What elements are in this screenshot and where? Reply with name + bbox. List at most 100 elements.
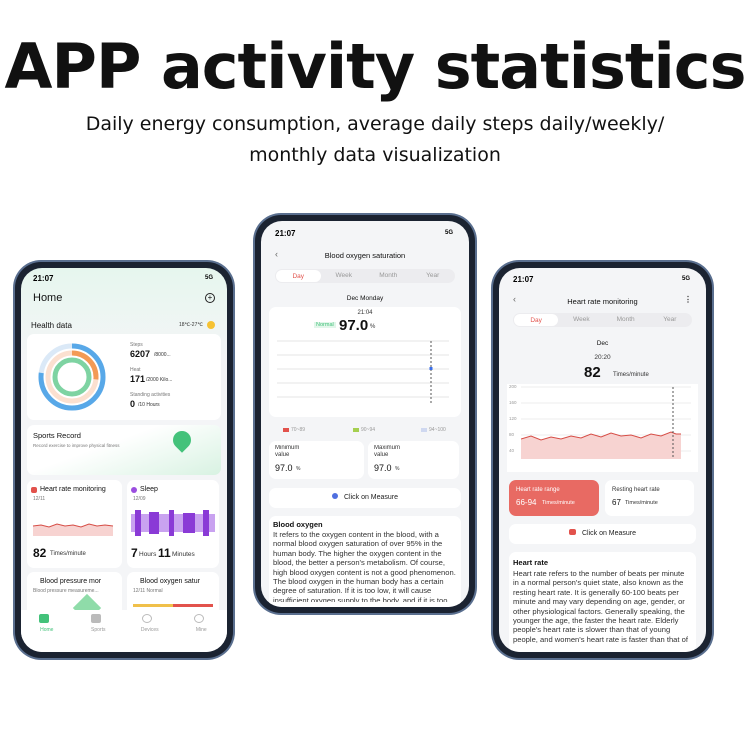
decoration bbox=[38, 343, 106, 411]
oxygen-bar bbox=[133, 604, 213, 607]
min-value: 97.0 bbox=[275, 463, 293, 473]
info-card: Heart rate Heart rate refers to the numb… bbox=[509, 552, 696, 652]
more-icon[interactable]: ⋮ bbox=[684, 295, 692, 304]
tab-label: Devices bbox=[140, 627, 159, 633]
decoration bbox=[183, 513, 195, 533]
range-label: Heart rate range bbox=[516, 487, 560, 493]
back-icon[interactable]: ‹ bbox=[513, 294, 516, 304]
max-unit: % bbox=[395, 466, 400, 472]
tab[interactable]: Year bbox=[426, 272, 440, 279]
button-label[interactable]: Click on Measure bbox=[581, 530, 637, 537]
decoration bbox=[32, 523, 114, 528]
screen: 21:07 5G ‹ Blood oxygen saturation Day We… bbox=[261, 221, 469, 607]
y-tick-label: 80 bbox=[509, 432, 515, 437]
tab[interactable]: Week bbox=[573, 316, 590, 323]
time: 21:07 bbox=[275, 229, 296, 238]
tab[interactable]: Day bbox=[276, 270, 321, 282]
section-title: Health data bbox=[31, 321, 72, 330]
tab-label: Sports bbox=[91, 627, 106, 633]
measure-time: 21:04 bbox=[357, 310, 373, 316]
sleep-minutes: 11 bbox=[158, 546, 171, 560]
sleep-card[interactable]: Sleep 12/09 7 Hours 11 Minutes bbox=[127, 480, 219, 568]
sun-icon bbox=[207, 321, 215, 329]
card-title: Heart rate monitoring bbox=[40, 486, 106, 493]
decoration bbox=[203, 510, 209, 536]
ring-goal: /10 Hours bbox=[138, 402, 160, 408]
card-title: Sports Record bbox=[33, 431, 81, 440]
legend-swatch bbox=[283, 428, 289, 432]
period-tabs: Day Week Month Year bbox=[275, 269, 455, 283]
tab[interactable]: Month bbox=[379, 272, 398, 279]
decoration bbox=[52, 357, 92, 397]
tab-icon bbox=[90, 614, 101, 623]
sleep-hours: 7 bbox=[131, 546, 138, 560]
ring-label: Standing activities bbox=[130, 392, 171, 398]
heart-sparkline bbox=[32, 523, 114, 536]
button-label[interactable]: Click on Measure bbox=[343, 494, 399, 501]
tab[interactable]: Month bbox=[616, 316, 635, 323]
unit: Times/minute bbox=[613, 372, 649, 378]
card-title: Sleep bbox=[140, 486, 158, 493]
decoration bbox=[149, 512, 159, 534]
add-icon[interactable]: + bbox=[205, 293, 215, 303]
screen-title: Home bbox=[33, 292, 63, 304]
heart-icon bbox=[31, 487, 37, 493]
value: 97.0 bbox=[339, 317, 369, 334]
decoration bbox=[169, 510, 174, 536]
ring-goal: /2000 Kilo... bbox=[146, 377, 173, 383]
status: Normal bbox=[314, 322, 336, 328]
sports-record-card[interactable]: Sports Record Record exercise to improve… bbox=[27, 425, 221, 475]
tab[interactable]: Devices bbox=[124, 610, 176, 652]
resting-card: Resting heart rate 67 Times/minute bbox=[605, 480, 694, 516]
tab[interactable]: Day bbox=[514, 314, 559, 326]
unit: % bbox=[370, 324, 376, 330]
subtitle: monthly data visualization bbox=[249, 144, 501, 166]
network: 5G bbox=[444, 230, 453, 236]
decoration bbox=[33, 524, 113, 536]
tab-bar: Home Sports Devices Mine bbox=[21, 610, 227, 652]
value: 82 bbox=[584, 364, 601, 381]
measure-icon bbox=[568, 529, 576, 535]
network: 5G bbox=[204, 275, 213, 281]
y-tick-label: 40 bbox=[509, 448, 515, 453]
tab-icon bbox=[39, 614, 49, 623]
phone-heart: 21:07 5G ‹ ⋮ Heart rate monitoring Day We… bbox=[493, 262, 712, 658]
resting-value: 67 bbox=[612, 498, 621, 507]
chart-area: 200 160 120 80 40 bbox=[507, 384, 698, 472]
measure-button[interactable]: Click on Measure bbox=[509, 524, 696, 544]
decoration bbox=[45, 350, 99, 404]
tab[interactable]: Week bbox=[335, 272, 353, 279]
ring-value: 0 bbox=[130, 399, 136, 409]
legend-label: 90~94 bbox=[361, 427, 376, 433]
legend-swatch bbox=[421, 428, 427, 432]
info-title: Heart rate bbox=[513, 558, 549, 567]
resting-unit: Times/minute bbox=[625, 500, 658, 506]
ring-label: Steps bbox=[130, 342, 143, 348]
activity-rings bbox=[38, 343, 106, 411]
back-icon[interactable]: ‹ bbox=[275, 249, 278, 259]
measure-button[interactable]: Click on Measure bbox=[269, 488, 461, 508]
tab[interactable]: Home bbox=[21, 610, 73, 652]
heart-chart bbox=[521, 386, 691, 459]
tab[interactable]: Sports bbox=[73, 610, 125, 652]
measure-time: 20:20 bbox=[594, 354, 611, 361]
heart-card[interactable]: Heart rate monitoring 12/11 82 Times/min… bbox=[27, 480, 122, 568]
decoration bbox=[277, 340, 449, 398]
tab-label: Home bbox=[40, 627, 54, 633]
min-label: Minimum value bbox=[275, 445, 300, 458]
sleep-icon bbox=[131, 487, 137, 493]
subtitle: Daily energy consumption, average daily … bbox=[85, 113, 665, 135]
y-tick-label: 200 bbox=[509, 384, 517, 389]
max-label: Maximum value bbox=[374, 445, 401, 458]
min-card: Minimum value 97.0 % bbox=[269, 441, 364, 479]
tab[interactable]: Mine bbox=[176, 610, 228, 652]
tab[interactable]: Year bbox=[663, 316, 677, 323]
legend-swatch bbox=[353, 428, 359, 432]
phone-home: 21:07 5G Home + Health data 18℃-27℃ Step… bbox=[15, 262, 233, 658]
max-value: 97.0 bbox=[374, 463, 392, 473]
sleep-minutes-unit: Minutes bbox=[172, 551, 195, 558]
card-unit: Times/minute bbox=[50, 551, 86, 557]
min-unit: % bbox=[296, 466, 301, 472]
range-card: Heart rate range 66-94 Times/minute bbox=[509, 480, 599, 516]
